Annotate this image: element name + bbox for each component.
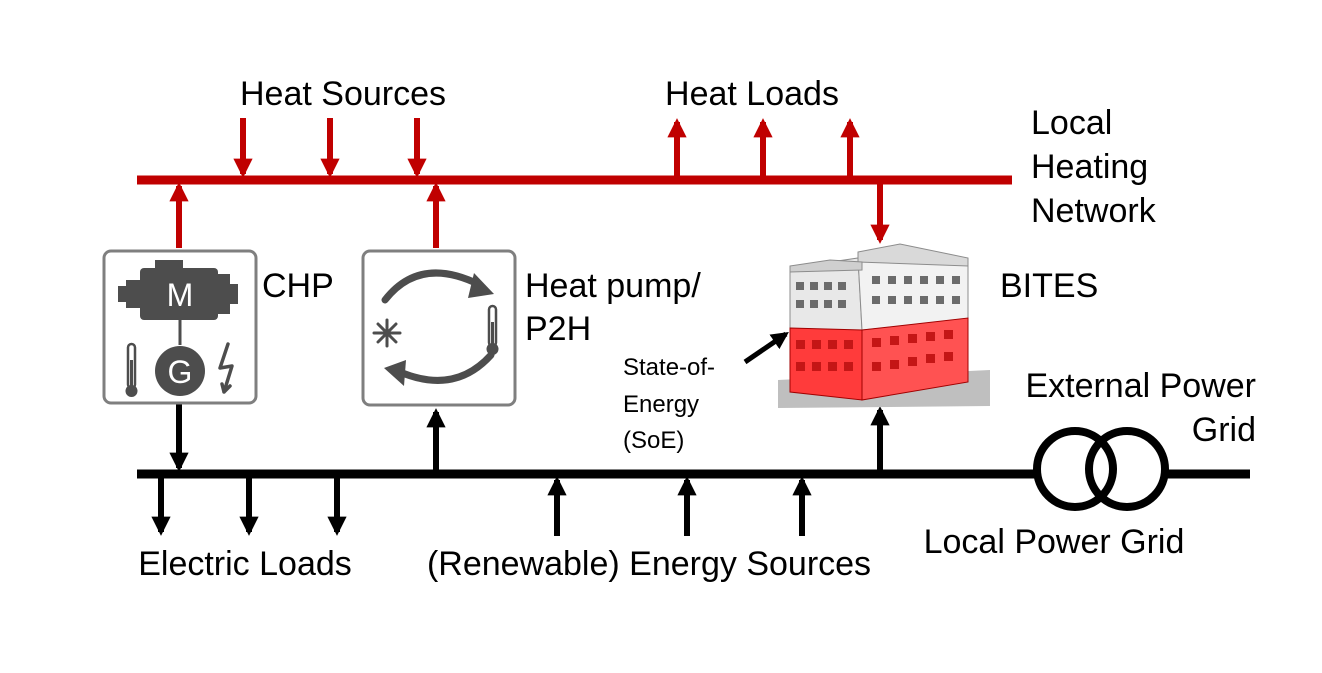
heat-loads-label: Heat Loads	[665, 75, 839, 113]
chp-unit: M G	[102, 249, 258, 405]
state-of-energy-label-1: State-of-	[623, 354, 715, 381]
bites-label: BITES	[1000, 267, 1098, 305]
local-heating-network-label-1: Local	[1031, 104, 1112, 142]
external-power-grid-label-1: External Power	[1025, 367, 1256, 405]
building-icon	[778, 243, 990, 408]
lightning-icon	[218, 342, 234, 394]
heat-pump-label-2: P2H	[525, 310, 591, 348]
heat-sources-label: Heat Sources	[240, 75, 446, 113]
soe-arrow	[743, 331, 789, 365]
heat-pump-label-1: Heat pump/	[525, 267, 701, 305]
local-heating-network-label-3: Network	[1031, 192, 1157, 230]
state-of-energy-label-2: Energy	[623, 391, 699, 418]
state-of-energy-label-3: (SoE)	[623, 427, 684, 454]
local-power-grid-label: Local Power Grid	[924, 523, 1185, 561]
heat-pump-unit	[361, 249, 517, 407]
generator-letter: G	[168, 354, 193, 390]
thermometer-icon	[486, 304, 499, 355]
snowflake-icon	[372, 318, 402, 348]
heat-pump-cycle-icon	[372, 269, 499, 386]
electric-loads-label: Electric Loads	[138, 545, 352, 583]
local-heating-network-label-2: Heating	[1031, 148, 1148, 186]
transformer-icon	[1033, 427, 1169, 511]
external-power-grid-label-2: Grid	[1192, 411, 1256, 449]
energy-sources-label: (Renewable) Energy Sources	[427, 545, 871, 583]
motor-letter: M	[167, 277, 194, 313]
chp-label: CHP	[262, 267, 334, 305]
thermometer-icon	[125, 342, 138, 397]
engine-generator-icon: M G	[118, 260, 238, 397]
